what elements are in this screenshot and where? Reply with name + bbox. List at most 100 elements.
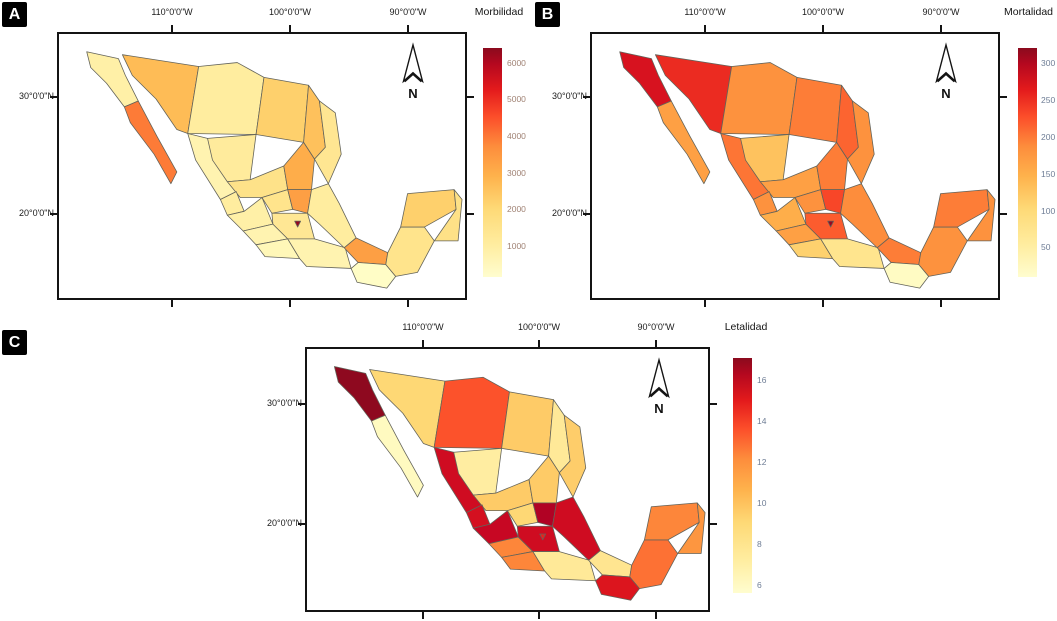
axis-top-label: 100°0'0"W xyxy=(517,322,561,332)
state-san_luis_potosi xyxy=(528,455,560,504)
axis-tick xyxy=(289,300,291,307)
axis-tick xyxy=(940,300,942,307)
colorbar-tick-label: 10 xyxy=(757,498,767,509)
colorbar-title-lethality: Letalidad xyxy=(724,321,768,333)
state-cdmx xyxy=(539,533,547,541)
state-quintana_roo xyxy=(433,189,463,242)
colorbar-tick-label: 12 xyxy=(757,457,767,468)
map-frame-lethality xyxy=(305,347,710,612)
axis-top-label: 100°0'0"W xyxy=(268,7,312,17)
axis-tick xyxy=(1000,96,1007,98)
north-arrow-letter: N xyxy=(941,86,951,101)
axis-top-label: 110°0'0"W xyxy=(684,7,726,17)
axis-tick xyxy=(289,25,291,32)
state-cdmx xyxy=(827,220,835,228)
axis-tick xyxy=(704,25,706,32)
state-chihuahua xyxy=(187,62,265,135)
state-campeche xyxy=(629,539,679,589)
state-campeche xyxy=(385,226,435,277)
state-chihuahua xyxy=(720,62,798,135)
state-veracruz xyxy=(307,183,357,249)
panel-a-label: A xyxy=(2,2,27,27)
axis-left-label: 20°0'0"N xyxy=(18,208,54,218)
colorbar-tick-label: 5000 xyxy=(507,94,526,105)
state-tabasco xyxy=(588,550,633,578)
axis-tick xyxy=(422,612,424,619)
axis-top-label: 110°0'0"W xyxy=(402,322,444,332)
axis-top-label: 100°0'0"W xyxy=(801,7,845,17)
axis-tick xyxy=(704,300,706,307)
state-veracruz xyxy=(840,183,890,249)
colorbar-title-morbidity: Morbilidad xyxy=(474,6,524,18)
state-cdmx xyxy=(294,220,302,228)
state-coahuila xyxy=(255,76,309,143)
north-arrow-icon xyxy=(402,42,424,84)
axis-tick xyxy=(655,612,657,619)
colorbar-tick-label: 6 xyxy=(757,579,762,590)
colorbar-tick-label: 3000 xyxy=(507,167,526,178)
axis-tick xyxy=(298,523,305,525)
axis-top-label: 110°0'0"W xyxy=(151,7,193,17)
axis-tick xyxy=(655,340,657,347)
mexico-choropleth-lethality xyxy=(333,366,706,601)
axis-tick xyxy=(940,25,942,32)
colorbar-tick-label: 150 xyxy=(1041,168,1056,179)
axis-tick xyxy=(1000,213,1007,215)
mexico-choropleth-morbidity xyxy=(86,51,463,289)
state-tabasco xyxy=(876,237,922,265)
state-tabasco xyxy=(343,237,389,265)
colorbar-tick-label: 200 xyxy=(1041,131,1056,142)
colorbar-tick-label: 300 xyxy=(1041,57,1056,68)
colorbar-tick-label: 50 xyxy=(1041,242,1051,253)
north-arrow-icon xyxy=(648,357,670,399)
axis-tick xyxy=(467,213,474,215)
axis-tick xyxy=(422,340,424,347)
state-coahuila xyxy=(501,391,554,457)
colorbar-tick-label: 2000 xyxy=(507,204,526,215)
axis-tick xyxy=(583,213,590,215)
axis-tick xyxy=(467,96,474,98)
axis-tick xyxy=(583,96,590,98)
axis-tick xyxy=(50,96,57,98)
colorbar-tick-labels: 300 250 200 150 100 50 xyxy=(1041,48,1057,277)
axis-top-label: 90°0'0"W xyxy=(637,322,675,332)
colorbar-lethality xyxy=(733,358,752,593)
colorbar-tick-label: 8 xyxy=(757,538,762,549)
state-baja_california_sur xyxy=(371,414,424,498)
colorbar-tick-label: 6000 xyxy=(507,57,526,68)
colorbar-morbidity xyxy=(483,48,502,277)
axis-tick xyxy=(822,300,824,307)
state-baja_california_sur xyxy=(656,100,711,185)
map-frame-mortality xyxy=(590,32,1000,300)
axis-tick xyxy=(407,300,409,307)
map-frame-morbidity xyxy=(57,32,467,300)
axis-tick xyxy=(710,523,717,525)
axis-left-label: 20°0'0"N xyxy=(266,518,302,528)
state-jalisco xyxy=(472,510,519,545)
north-arrow-letter: N xyxy=(408,86,418,101)
state-san_luis_potosi xyxy=(283,141,315,191)
state-veracruz xyxy=(552,496,601,561)
axis-left-label: 30°0'0"N xyxy=(266,398,302,408)
panel-b-label: B xyxy=(535,2,560,27)
colorbar-mortality xyxy=(1018,48,1037,277)
colorbar-title-mortality: Mortalidad xyxy=(1003,6,1054,18)
state-quintana_roo xyxy=(966,189,996,242)
axis-tick xyxy=(538,340,540,347)
axis-left-label: 20°0'0"N xyxy=(551,208,587,218)
axis-tick xyxy=(407,25,409,32)
north-arrow-icon xyxy=(935,42,957,84)
axis-tick xyxy=(171,300,173,307)
axis-left-label: 30°0'0"N xyxy=(551,91,587,101)
mexico-choropleth-mortality xyxy=(619,51,996,289)
state-campeche xyxy=(918,226,968,277)
colorbar-tick-label: 250 xyxy=(1041,94,1056,105)
state-chihuahua xyxy=(433,376,510,449)
axis-tick xyxy=(822,25,824,32)
axis-left-label: 30°0'0"N xyxy=(18,91,54,101)
state-quintana_roo xyxy=(677,502,706,554)
axis-tick xyxy=(538,612,540,619)
axis-top-label: 90°0'0"W xyxy=(389,7,427,17)
colorbar-tick-label: 14 xyxy=(757,416,767,427)
